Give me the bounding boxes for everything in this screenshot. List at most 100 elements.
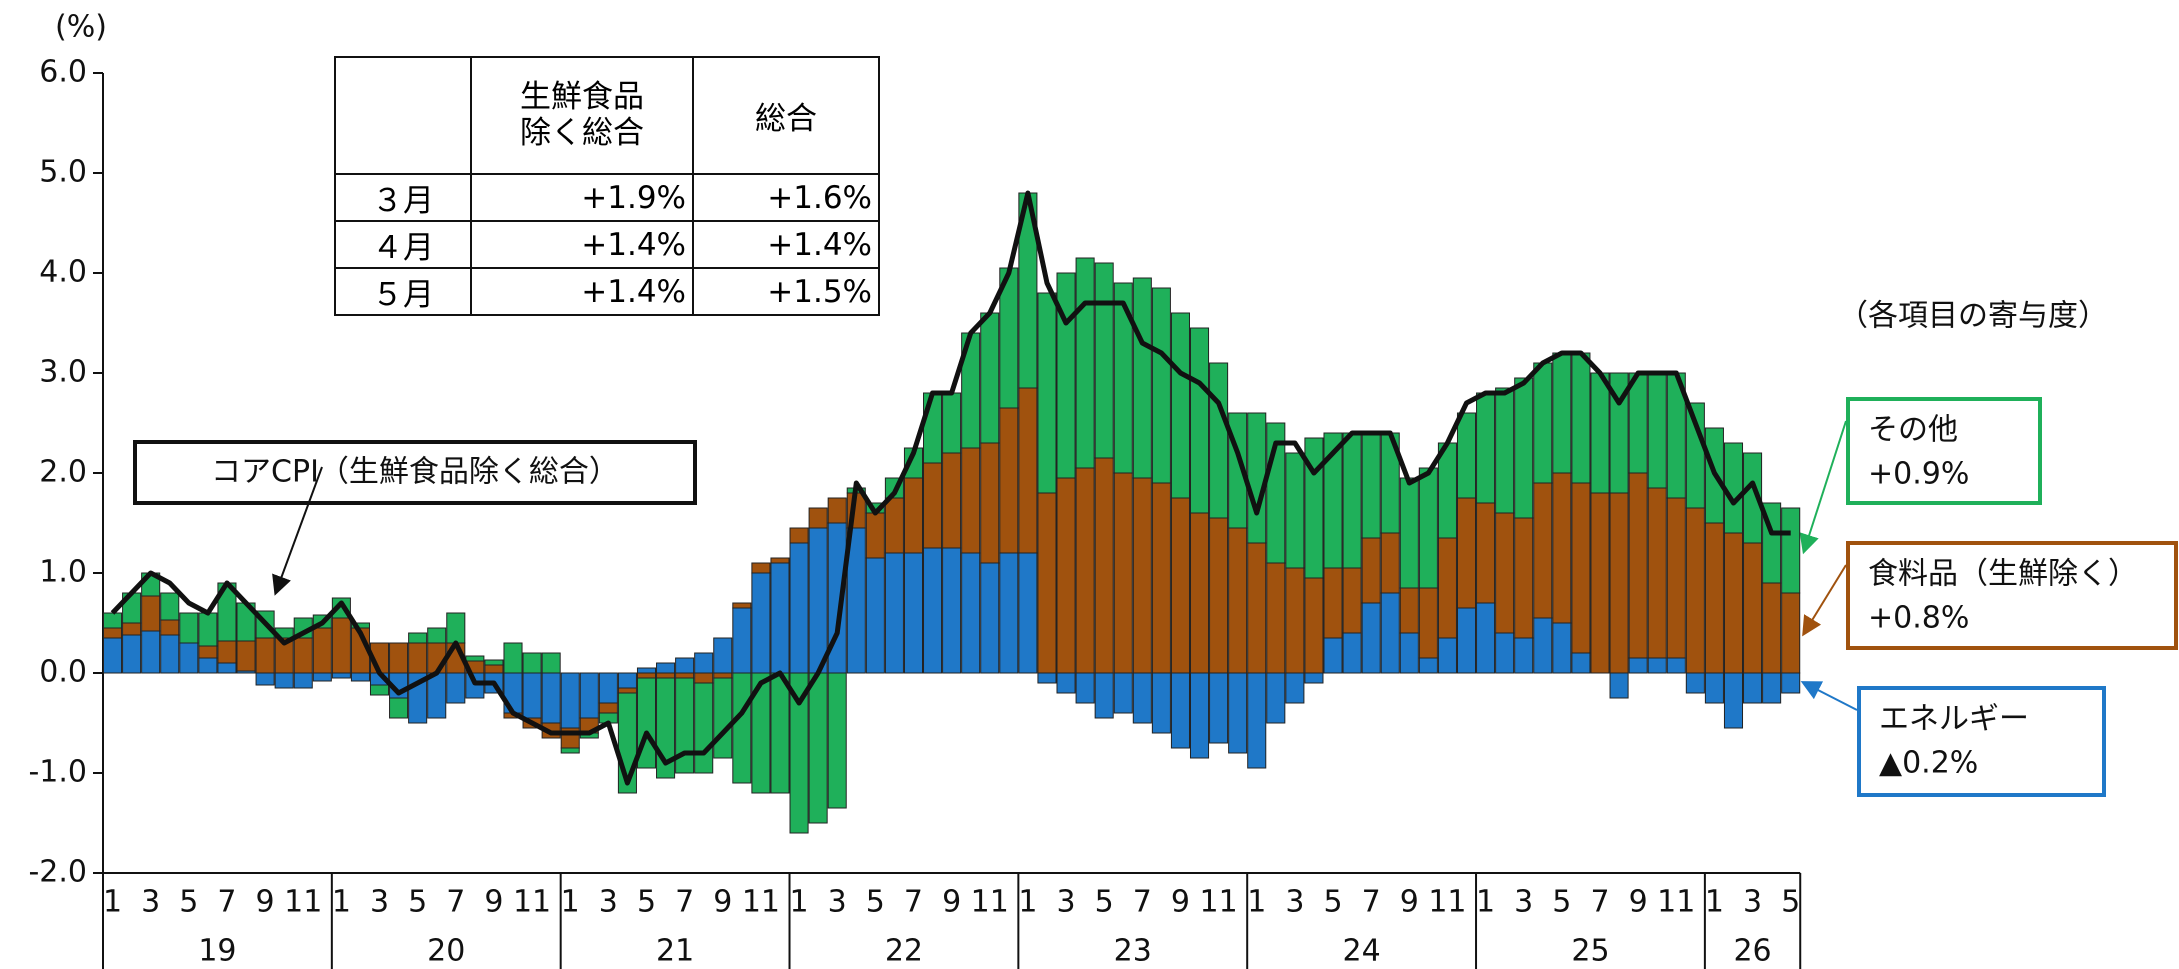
bar-segment (141, 595, 161, 632)
x-tick-label: 7 (1362, 885, 1381, 920)
bar-segment (1437, 637, 1457, 674)
bar-segment (1094, 672, 1114, 719)
x-tick-label: 9 (256, 885, 275, 920)
bar-segment (1285, 567, 1305, 674)
bar-segment (1762, 582, 1782, 674)
x-tick-label: 11 (1428, 885, 1466, 920)
legend-value: ▲0.2% (1879, 746, 1978, 781)
x-tick-label: 1 (332, 885, 351, 920)
table-cell: +1.4% (470, 267, 694, 316)
bar-segment (160, 634, 180, 674)
bar-segment (1609, 372, 1629, 494)
legend-value: +0.9% (1868, 457, 1969, 492)
bar-segment (1189, 512, 1210, 674)
bar-segment (408, 632, 428, 644)
bar-segment (1533, 482, 1553, 619)
bar-segment (179, 642, 199, 674)
x-tick-label: 3 (141, 885, 160, 920)
bar-segment (1666, 657, 1686, 674)
x-tick-label: 1 (1476, 885, 1495, 920)
bar-segment (675, 672, 695, 679)
bar-segment (236, 640, 256, 672)
bar-segment (1323, 432, 1343, 569)
bar-segment (350, 622, 370, 629)
table-cell: ５月 (334, 267, 472, 316)
bar-segment (732, 672, 752, 784)
y-tick-label: 3.0 (39, 355, 87, 390)
bar-segment (694, 682, 714, 774)
bar-segment (1571, 652, 1591, 674)
table-row: ５月 +1.4% +1.5% (334, 267, 880, 316)
bar-segment (122, 622, 142, 636)
bar-segment (675, 677, 695, 774)
bar-segment (808, 527, 828, 674)
bar-segment (1456, 412, 1477, 499)
y-tick-label: 1.0 (39, 555, 87, 590)
x-tick-label: 3 (1285, 885, 1304, 920)
bar-segment (1304, 577, 1324, 674)
bar-segment (827, 672, 847, 809)
bar-segment (1495, 512, 1515, 634)
x-tick-label: 5 (866, 885, 885, 920)
bar-segment (1037, 672, 1057, 684)
x-tick-label: 5 (1552, 885, 1571, 920)
bar-segment (1456, 497, 1477, 609)
bar-segment (217, 662, 237, 674)
bar-segment (522, 652, 542, 674)
x-tick-label: 11 (513, 885, 551, 920)
x-tick-label: 5 (408, 885, 427, 920)
bar-segment (694, 652, 714, 674)
x-tick-label: 9 (1171, 885, 1190, 920)
x-tick-label: 1 (790, 885, 809, 920)
bar-segment (1781, 672, 1801, 694)
bar-segment (1418, 657, 1438, 674)
bar-segment (522, 672, 542, 719)
bar-segment (1590, 492, 1610, 674)
x-tick-label: 3 (370, 885, 389, 920)
bar-segment (1266, 562, 1286, 674)
bar-segment (827, 497, 847, 524)
core-line (110, 190, 1791, 786)
bar-segment (1323, 567, 1343, 639)
bar-segment (1781, 592, 1801, 674)
bar-segment (694, 672, 714, 684)
x-tick-label: 5 (1781, 885, 1800, 920)
bar-segment (503, 642, 523, 674)
bar-segment (1361, 432, 1381, 539)
bar-segment (1304, 437, 1324, 579)
bar-segment (484, 664, 504, 674)
y-tick-label: 4.0 (39, 255, 87, 290)
bar-segment (865, 512, 885, 559)
bar-segment (1342, 432, 1362, 569)
bar-segment (1781, 507, 1801, 594)
bar-segment (1037, 492, 1057, 674)
bar-segment (293, 672, 313, 689)
bar-segment (942, 392, 962, 454)
note: （各項目の寄与度） (1838, 299, 2108, 334)
bar-segment (1304, 672, 1324, 684)
bar-segment (541, 652, 561, 674)
bar-segment (1552, 472, 1572, 624)
bar-segment (255, 637, 275, 674)
bar-segment (312, 627, 332, 674)
bar-segment (999, 407, 1019, 554)
bar-segment (1361, 537, 1381, 604)
legend-arrow (1800, 681, 1858, 711)
bar-segment (1151, 672, 1171, 734)
bar-segment (1075, 257, 1095, 469)
x-tick-label: 9 (942, 885, 961, 920)
bar-segment (1113, 472, 1133, 674)
bar-segment (1743, 672, 1763, 704)
table-cell: +1.4% (470, 220, 694, 269)
x-tick-label: 11 (971, 885, 1009, 920)
bar-segment (1228, 672, 1248, 754)
bar-segment (1247, 542, 1267, 674)
table-header: 生鮮食品除く総合 総合 (334, 56, 880, 175)
bar-segment (484, 659, 504, 666)
bar-segment (1209, 362, 1229, 519)
bar-segment (331, 672, 351, 679)
bar-segment (789, 527, 809, 544)
bar-segment (923, 547, 943, 674)
bar-segment (713, 672, 733, 679)
